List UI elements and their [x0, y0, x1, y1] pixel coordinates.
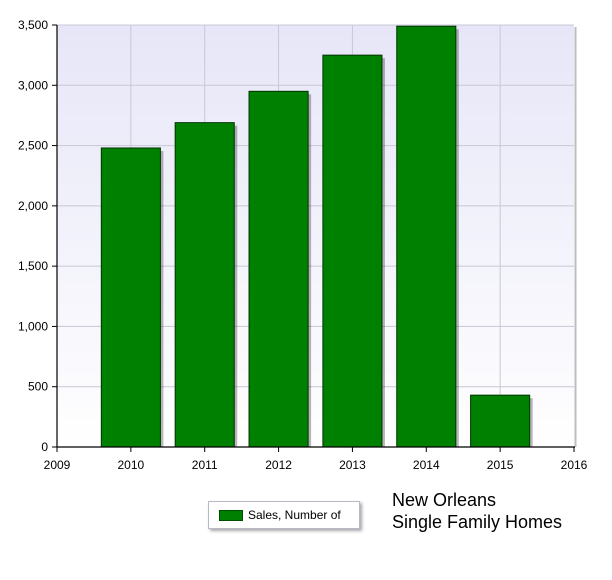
y-tick-label: 500 [28, 380, 48, 394]
bar [322, 54, 383, 448]
y-tick-label: 3,000 [18, 78, 48, 92]
y-tick-label: 0 [41, 440, 48, 454]
y-tick-label: 2,500 [18, 139, 48, 153]
bar [396, 25, 457, 448]
x-tick-label: 2015 [487, 458, 514, 472]
x-tick-label: 2016 [561, 458, 588, 472]
y-tick-label: 1,000 [18, 319, 48, 333]
x-tick-label: 2013 [339, 458, 366, 472]
y-tick-label: 2,000 [18, 199, 48, 213]
legend-swatch [219, 509, 243, 521]
x-tick-label: 2010 [118, 458, 145, 472]
caption-line-2: Single Family Homes [392, 512, 563, 532]
bar [248, 90, 309, 448]
x-tick-label: 2011 [192, 458, 218, 472]
legend-label: Sales, Number of [248, 508, 341, 522]
bar [470, 394, 531, 448]
chart: 0 500 1,000 1,500 2,000 2,500 3,000 3,500 2009 20… [18, 18, 588, 472]
y-tick-label: 3,500 [18, 18, 48, 32]
x-tick-label: 2012 [265, 458, 292, 472]
caption-line-1: New Orleans [392, 490, 497, 510]
x-tick-label: 2009 [44, 458, 71, 472]
bar [174, 122, 235, 448]
bar [100, 147, 161, 448]
caption: New Orleans Single Family Homes [392, 489, 562, 533]
x-tick-label: 2014 [413, 458, 440, 472]
legend: Sales, Number of [208, 501, 360, 529]
y-tick-label: 1,500 [18, 259, 48, 273]
